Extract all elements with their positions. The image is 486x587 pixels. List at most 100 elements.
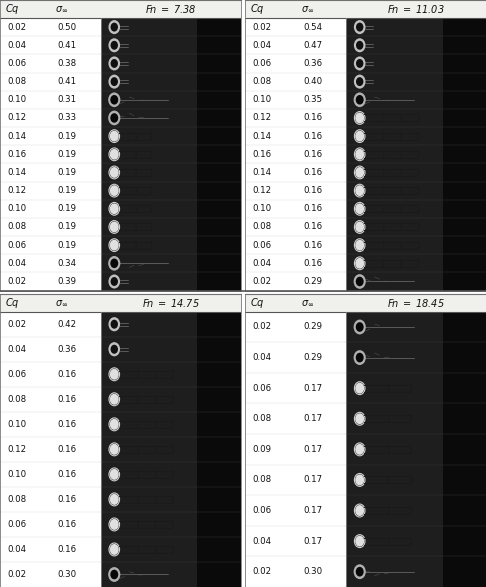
Text: 0.04: 0.04	[253, 353, 272, 362]
Text: 0.04: 0.04	[253, 259, 272, 268]
Text: 0.06: 0.06	[253, 241, 272, 249]
Text: $\sigma_{\infty}$: $\sigma_{\infty}$	[301, 298, 314, 308]
Circle shape	[355, 413, 364, 424]
Text: 0.06: 0.06	[253, 384, 272, 393]
Text: $Cq$: $Cq$	[5, 2, 19, 16]
Circle shape	[110, 569, 118, 579]
Text: 0.10: 0.10	[7, 470, 26, 479]
Circle shape	[111, 23, 118, 32]
Text: 0.10: 0.10	[7, 420, 26, 429]
Circle shape	[356, 567, 364, 576]
Text: 0.16: 0.16	[58, 520, 77, 529]
Circle shape	[110, 167, 119, 178]
Text: 0.31: 0.31	[58, 95, 77, 104]
Text: 0.42: 0.42	[58, 320, 77, 329]
Text: 0.16: 0.16	[58, 395, 77, 404]
Circle shape	[355, 167, 364, 178]
Text: 0.14: 0.14	[7, 168, 26, 177]
Circle shape	[110, 519, 119, 530]
Text: 0.02: 0.02	[7, 320, 26, 329]
Circle shape	[355, 535, 364, 546]
Bar	[101, 18, 241, 291]
Circle shape	[108, 20, 120, 34]
Text: 0.41: 0.41	[58, 41, 77, 50]
Bar	[197, 18, 241, 291]
Text: 0.16: 0.16	[303, 204, 322, 213]
Bar	[0, 0, 101, 291]
Text: 0.06: 0.06	[253, 506, 272, 515]
Text: 0.16: 0.16	[303, 186, 322, 195]
Text: 0.14: 0.14	[253, 131, 272, 141]
Bar	[245, 294, 486, 312]
Text: 0.16: 0.16	[303, 168, 322, 177]
Text: 0.04: 0.04	[7, 259, 26, 268]
Text: $\sigma_{\infty}$: $\sigma_{\infty}$	[55, 4, 69, 14]
Text: 0.09: 0.09	[253, 445, 272, 454]
Circle shape	[110, 258, 118, 268]
Text: 0.08: 0.08	[7, 222, 26, 231]
Text: 0.17: 0.17	[303, 384, 322, 393]
Text: 0.19: 0.19	[58, 168, 77, 177]
Text: 0.17: 0.17	[303, 475, 322, 484]
Text: 0.10: 0.10	[7, 95, 26, 104]
Text: 0.16: 0.16	[303, 113, 322, 123]
Circle shape	[108, 38, 120, 52]
Circle shape	[354, 274, 366, 289]
Bar	[0, 294, 101, 587]
Circle shape	[355, 221, 364, 232]
Text: $F\!n$ $=$ 18.45: $F\!n$ $=$ 18.45	[387, 296, 445, 309]
Circle shape	[110, 239, 119, 251]
Text: 0.08: 0.08	[7, 77, 26, 86]
Circle shape	[108, 317, 120, 331]
Text: 0.02: 0.02	[253, 23, 272, 32]
Circle shape	[108, 342, 120, 356]
Text: $F\!n$ $=$ 11.03: $F\!n$ $=$ 11.03	[387, 3, 445, 15]
Text: 0.10: 0.10	[253, 95, 272, 104]
Circle shape	[108, 256, 121, 271]
Text: 0.17: 0.17	[303, 506, 322, 515]
Text: 0.47: 0.47	[303, 41, 322, 50]
Text: 0.04: 0.04	[253, 41, 272, 50]
Text: 0.04: 0.04	[253, 537, 272, 545]
Bar	[197, 312, 241, 587]
Circle shape	[108, 92, 121, 107]
Text: 0.30: 0.30	[303, 567, 322, 576]
Circle shape	[110, 131, 119, 141]
Circle shape	[110, 203, 119, 214]
Text: 0.29: 0.29	[303, 277, 322, 286]
Text: 0.02: 0.02	[253, 277, 272, 286]
Text: 0.19: 0.19	[58, 241, 77, 249]
Text: 0.19: 0.19	[58, 131, 77, 141]
Text: 0.17: 0.17	[303, 537, 322, 545]
Circle shape	[355, 149, 364, 160]
Circle shape	[356, 77, 364, 86]
Circle shape	[355, 258, 364, 269]
Text: 0.16: 0.16	[303, 131, 322, 141]
Text: 0.36: 0.36	[58, 345, 77, 354]
Circle shape	[111, 77, 118, 86]
Text: $F\!n$ $=$ 14.75: $F\!n$ $=$ 14.75	[142, 296, 200, 309]
Text: 0.29: 0.29	[303, 322, 322, 332]
Text: 0.14: 0.14	[7, 131, 26, 141]
Circle shape	[110, 494, 119, 505]
Bar	[443, 312, 486, 587]
Text: 0.54: 0.54	[303, 23, 322, 32]
Circle shape	[354, 350, 366, 365]
Circle shape	[355, 113, 364, 123]
Text: 0.06: 0.06	[7, 520, 26, 529]
Text: 0.19: 0.19	[58, 150, 77, 159]
Bar	[245, 294, 347, 587]
Text: $\sigma_{\infty}$: $\sigma_{\infty}$	[55, 298, 69, 308]
Circle shape	[354, 75, 365, 89]
Bar	[101, 312, 241, 587]
Bar	[443, 18, 486, 291]
Text: 0.16: 0.16	[303, 150, 322, 159]
Circle shape	[354, 56, 365, 70]
Text: 0.17: 0.17	[303, 445, 322, 454]
Circle shape	[108, 110, 121, 125]
Text: 0.16: 0.16	[58, 495, 77, 504]
Text: $\sigma_{\infty}$: $\sigma_{\infty}$	[301, 4, 314, 14]
Text: 0.08: 0.08	[7, 395, 26, 404]
Text: 0.14: 0.14	[253, 168, 272, 177]
Text: 0.16: 0.16	[253, 150, 272, 159]
